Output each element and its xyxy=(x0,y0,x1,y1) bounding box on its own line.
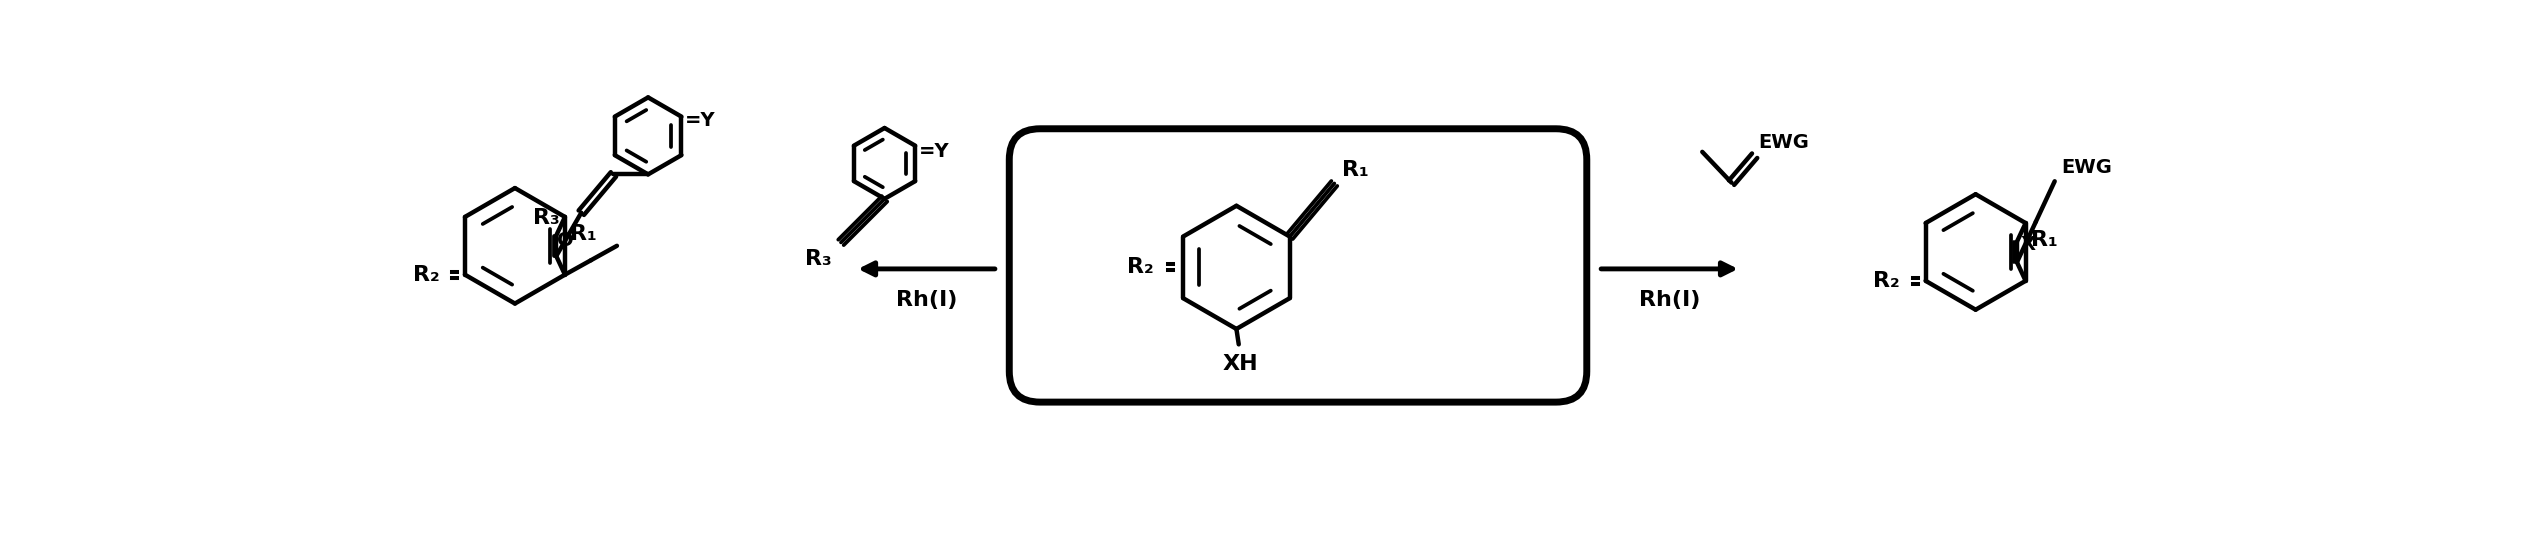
Text: X: X xyxy=(2020,235,2035,254)
Text: R₃: R₃ xyxy=(805,248,831,269)
Text: EWG: EWG xyxy=(1758,133,1809,152)
Text: R₁: R₁ xyxy=(1342,160,1370,179)
Text: Rh(I): Rh(I) xyxy=(897,290,958,310)
Text: R₂: R₂ xyxy=(412,265,440,285)
Text: R₃: R₃ xyxy=(534,208,559,228)
Text: R₂: R₂ xyxy=(1128,257,1154,277)
Text: =Y: =Y xyxy=(920,143,950,161)
Text: R₁: R₁ xyxy=(569,224,597,244)
Text: XH: XH xyxy=(1222,354,1258,374)
FancyBboxPatch shape xyxy=(1009,129,1586,402)
Text: Rh(I): Rh(I) xyxy=(1639,290,1700,310)
Text: R₁: R₁ xyxy=(2030,230,2058,250)
Text: O: O xyxy=(556,231,574,250)
Text: =Y: =Y xyxy=(686,111,717,130)
Text: R₂: R₂ xyxy=(1873,271,1901,291)
Text: EWG: EWG xyxy=(2061,159,2112,177)
